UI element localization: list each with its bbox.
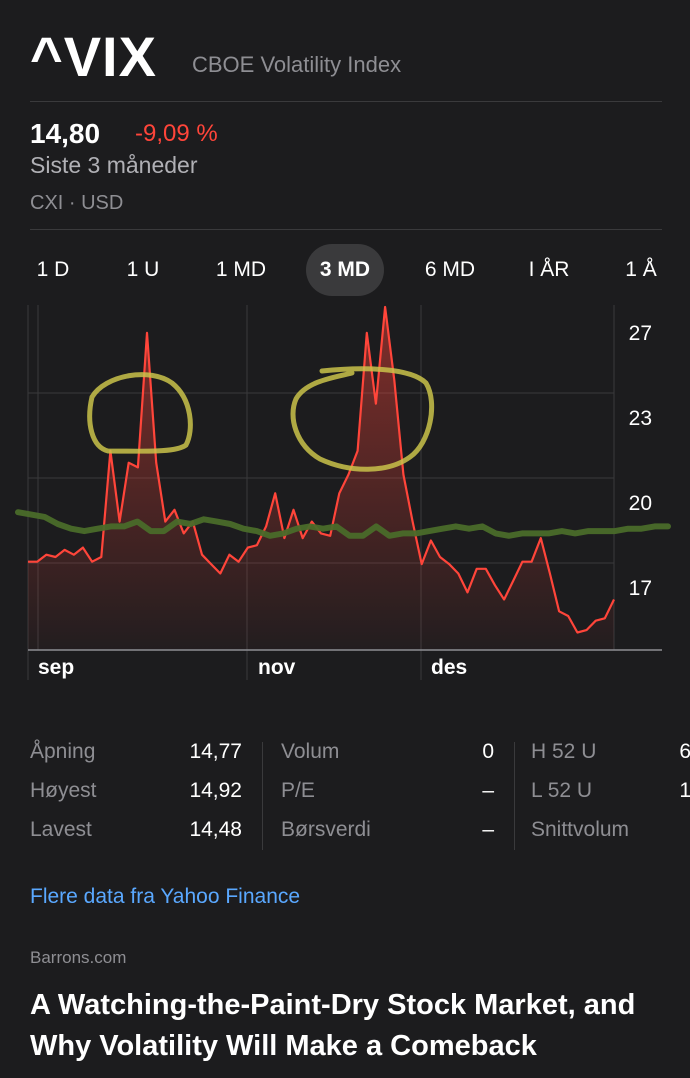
news-source: Barrons.com xyxy=(30,948,127,967)
header: ^VIX CBOE Volatility Index xyxy=(30,22,662,102)
price-chart[interactable]: 27 23 20 17 sep nov des xyxy=(0,305,690,685)
price-area xyxy=(28,307,614,649)
stat-value: 0 xyxy=(482,740,494,763)
stat-label: Børsverdi xyxy=(281,818,371,841)
stat-open: Åpning 14,77 xyxy=(30,740,242,778)
y-tick-label: 27 xyxy=(629,322,652,345)
x-tick-label: nov xyxy=(258,656,296,679)
stat-label: P/E xyxy=(281,779,315,802)
stat-high: Høyest 14,92 xyxy=(30,779,242,817)
hand-drawn-circle-annotation xyxy=(290,366,435,472)
stat-label: L 52 U xyxy=(531,779,593,802)
stat-volume: Volum 0 xyxy=(281,740,494,778)
stat-52w-low: L 52 U 1 xyxy=(531,779,690,817)
current-price: 14,80 xyxy=(30,118,101,149)
price-line xyxy=(28,305,615,634)
stat-label: Snittvolum xyxy=(531,818,630,841)
range-tab-6md[interactable]: 6 MD xyxy=(424,258,476,281)
ticker-name: CBOE Volatility Index xyxy=(192,52,402,77)
range-tab-3md[interactable]: 3 MD xyxy=(306,244,384,296)
yahoo-finance-link[interactable]: Flere data fra Yahoo Finance xyxy=(30,885,301,908)
stat-value: 14,48 xyxy=(189,818,242,841)
stat-label: Høyest xyxy=(30,779,97,802)
stat-label: Lavest xyxy=(30,818,92,841)
stat-value: 1 xyxy=(679,779,690,802)
stat-value: – xyxy=(482,818,494,841)
ticker-symbol: ^VIX xyxy=(30,25,157,88)
stat-market-cap: Børsverdi – xyxy=(281,818,494,856)
stat-avg-volume: Snittvolum xyxy=(531,818,690,856)
stat-value: 6 xyxy=(679,740,690,763)
chart-svg: 27 23 20 17 sep nov des xyxy=(15,305,671,680)
y-tick-label: 17 xyxy=(629,577,652,600)
hand-drawn-circle-annotation xyxy=(87,372,193,454)
y-tick-label: 23 xyxy=(629,407,652,430)
range-selector: 1 D 1 U 1 MD 3 MD 6 MD I ÅR 1 Å xyxy=(16,240,690,300)
stat-label: Volum xyxy=(281,740,340,763)
range-tab-1md[interactable]: 1 MD xyxy=(215,258,267,281)
stats-grid: Åpning 14,77 Høyest 14,92 Lavest 14,48 V… xyxy=(30,740,690,850)
range-tab-1a[interactable]: 1 Å xyxy=(625,258,657,281)
column-divider xyxy=(514,742,515,850)
hand-drawn-green-line xyxy=(15,509,671,539)
range-tab-1u[interactable]: 1 U xyxy=(126,258,160,281)
news-headline[interactable]: A Watching-the-Paint-Dry Stock Market, a… xyxy=(30,989,636,1062)
column-divider xyxy=(262,742,263,850)
stat-52w-high: H 52 U 6 xyxy=(531,740,690,778)
period-label: Siste 3 måneder xyxy=(30,152,198,178)
range-tab-iar[interactable]: I ÅR xyxy=(528,258,570,281)
stat-pe: P/E – xyxy=(281,779,494,817)
exchange-currency: CXI · USD xyxy=(30,192,124,214)
x-tick-label: sep xyxy=(38,656,74,679)
quote-summary: 14,80 -9,09 % Siste 3 måneder CXI · USD xyxy=(30,116,662,230)
y-tick-label: 20 xyxy=(629,492,652,515)
stat-label: H 52 U xyxy=(531,740,597,763)
x-tick-label: des xyxy=(431,656,467,679)
stat-label: Åpning xyxy=(30,740,96,763)
stat-value: – xyxy=(482,779,494,802)
stat-value: 14,92 xyxy=(189,779,242,802)
stat-value: 14,77 xyxy=(189,740,242,763)
range-tab-1d[interactable]: 1 D xyxy=(36,258,70,281)
stat-low: Lavest 14,48 xyxy=(30,818,242,856)
price-change: -9,09 % xyxy=(135,120,218,147)
